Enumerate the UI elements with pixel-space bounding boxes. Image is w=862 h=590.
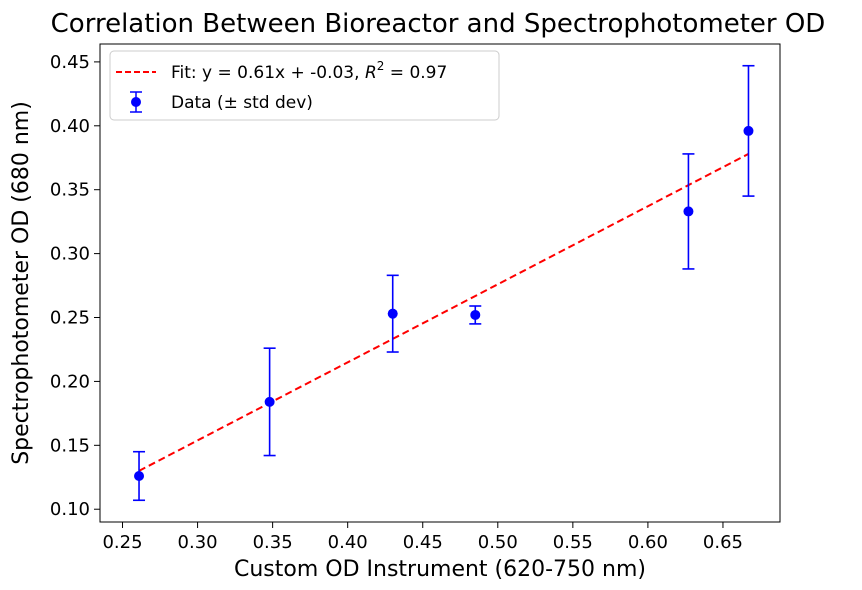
legend-fit-sup: 2 <box>377 59 385 73</box>
x-axis-label: Custom OD Instrument (620-750 nm) <box>234 557 646 582</box>
x-tick-label: 0.60 <box>628 532 668 553</box>
plot-frame <box>99 43 781 523</box>
legend-data-marker <box>131 97 141 107</box>
data-point <box>470 309 481 320</box>
x-tick-label: 0.25 <box>102 532 142 553</box>
y-axis-label: Spectrophotometer OD (680 nm) <box>9 101 34 465</box>
y-axis: 0.10 0.15 0.20 0.25 0.30 0.35 0.40 0.45 <box>50 52 100 520</box>
legend-fit-label: Fit: y = 0.61x + -0.03, R2 = 0.97 <box>171 59 447 83</box>
x-tick-label: 0.30 <box>178 532 218 553</box>
legend-box <box>109 50 500 121</box>
x-tick-label: 0.55 <box>553 532 593 553</box>
data-point <box>743 125 754 136</box>
x-tick-label: 0.45 <box>403 532 443 553</box>
x-tick-label: 0.50 <box>478 532 518 553</box>
y-tick-label: 0.35 <box>50 180 90 201</box>
data-point <box>683 206 694 217</box>
x-tick-label: 0.40 <box>328 532 368 553</box>
plot-area <box>99 43 781 523</box>
fit-layer <box>138 153 749 472</box>
y-tick-label: 0.40 <box>50 116 90 137</box>
legend-fit-prefix: Fit: y = 0.61x + -0.03, <box>171 63 365 83</box>
data-point <box>134 470 145 481</box>
fit-line <box>138 153 749 472</box>
y-tick-label: 0.30 <box>50 244 90 265</box>
y-tick-label: 0.15 <box>50 435 90 456</box>
legend-data-label: Data (± std dev) <box>171 93 313 113</box>
x-tick-label: 0.65 <box>703 532 743 553</box>
y-tick-label: 0.20 <box>50 371 90 392</box>
x-axis: 0.25 0.30 0.35 0.40 0.45 0.50 0.55 0.60 0.65 <box>102 522 743 553</box>
legend-fit-suffix: = 0.97 <box>384 63 447 83</box>
chart-title: Correlation Between Bioreactor and Spect… <box>51 9 826 39</box>
data-point <box>264 396 275 407</box>
legend: Fit: y = 0.61x + -0.03, R2 = 0.97 Data (… <box>109 50 500 121</box>
data-layer <box>133 64 755 502</box>
y-tick-label: 0.45 <box>50 52 90 73</box>
x-tick-label: 0.35 <box>253 532 293 553</box>
y-tick-label: 0.10 <box>50 499 90 520</box>
y-tick-label: 0.25 <box>50 308 90 329</box>
data-point <box>387 308 398 319</box>
legend-fit-r: R <box>365 63 377 83</box>
